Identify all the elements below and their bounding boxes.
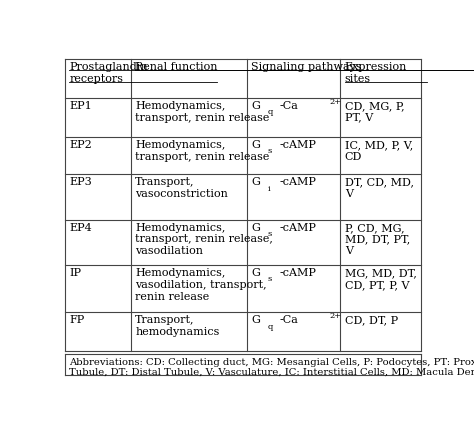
Text: -cAMP: -cAMP bbox=[280, 268, 317, 279]
Text: FP: FP bbox=[69, 316, 84, 325]
Text: 2+: 2+ bbox=[329, 98, 341, 106]
Text: MG, MD, DT,
CD, PT, P, V: MG, MD, DT, CD, PT, P, V bbox=[345, 268, 417, 290]
Text: Abbreviations: CD: Collecting duct, MG: Mesangial Cells, P: Podocytes, PT: Proxi: Abbreviations: CD: Collecting duct, MG: … bbox=[69, 358, 474, 367]
Text: EP3: EP3 bbox=[69, 177, 92, 187]
Text: Hemodynamics,
transport, renin release: Hemodynamics, transport, renin release bbox=[135, 101, 270, 123]
Text: Renal function: Renal function bbox=[135, 62, 218, 72]
Text: G: G bbox=[251, 101, 260, 111]
Text: EP2: EP2 bbox=[69, 140, 92, 150]
Text: G: G bbox=[251, 316, 260, 325]
Text: Tubule, DT: Distal Tubule, V: Vasculature, IC: Interstitial Cells, MD: Macula De: Tubule, DT: Distal Tubule, V: Vasculatur… bbox=[69, 368, 474, 376]
Text: Prostaglandin: Prostaglandin bbox=[69, 62, 148, 72]
Text: s: s bbox=[267, 230, 272, 238]
Text: CD, MG, P,
PT, V: CD, MG, P, PT, V bbox=[345, 101, 404, 123]
Text: Transport,
vasoconstriction: Transport, vasoconstriction bbox=[135, 177, 228, 199]
Text: Expression: Expression bbox=[345, 62, 407, 72]
Text: -cAMP: -cAMP bbox=[280, 140, 317, 150]
Text: -cAMP: -cAMP bbox=[280, 177, 317, 187]
Text: Hemodynamics,
vasodilation, transport,
renin release: Hemodynamics, vasodilation, transport, r… bbox=[135, 268, 267, 302]
Text: Hemodynamics,
transport, renin release: Hemodynamics, transport, renin release bbox=[135, 140, 270, 162]
Text: EP4: EP4 bbox=[69, 223, 92, 233]
Text: P, CD, MG,
MD, DT, PT,
V: P, CD, MG, MD, DT, PT, V bbox=[345, 223, 410, 256]
Text: -Ca: -Ca bbox=[280, 101, 299, 111]
Text: DT, CD, MD,
V: DT, CD, MD, V bbox=[345, 177, 414, 199]
Text: -Ca: -Ca bbox=[280, 316, 299, 325]
Text: IP: IP bbox=[69, 268, 81, 279]
Text: q: q bbox=[267, 322, 273, 330]
Text: Transport,
hemodynamics: Transport, hemodynamics bbox=[135, 316, 219, 337]
Text: q: q bbox=[267, 108, 273, 116]
Text: IC, MD, P, V,
CD: IC, MD, P, V, CD bbox=[345, 140, 413, 162]
Text: Hemodynamics,
transport, renin release,
vasodilation: Hemodynamics, transport, renin release, … bbox=[135, 223, 273, 256]
Text: CD, DT, P: CD, DT, P bbox=[345, 316, 398, 325]
Text: s: s bbox=[267, 276, 272, 284]
Text: 2+: 2+ bbox=[329, 312, 341, 320]
Text: -cAMP: -cAMP bbox=[280, 223, 317, 233]
Text: G: G bbox=[251, 140, 260, 150]
Text: i: i bbox=[267, 184, 270, 192]
Text: s: s bbox=[267, 147, 272, 155]
Text: sites: sites bbox=[345, 74, 371, 84]
Text: EP1: EP1 bbox=[69, 101, 92, 111]
Text: G: G bbox=[251, 177, 260, 187]
Text: G: G bbox=[251, 268, 260, 279]
Text: G: G bbox=[251, 223, 260, 233]
Text: receptors: receptors bbox=[69, 74, 123, 84]
Text: Signaling pathways: Signaling pathways bbox=[251, 62, 362, 72]
